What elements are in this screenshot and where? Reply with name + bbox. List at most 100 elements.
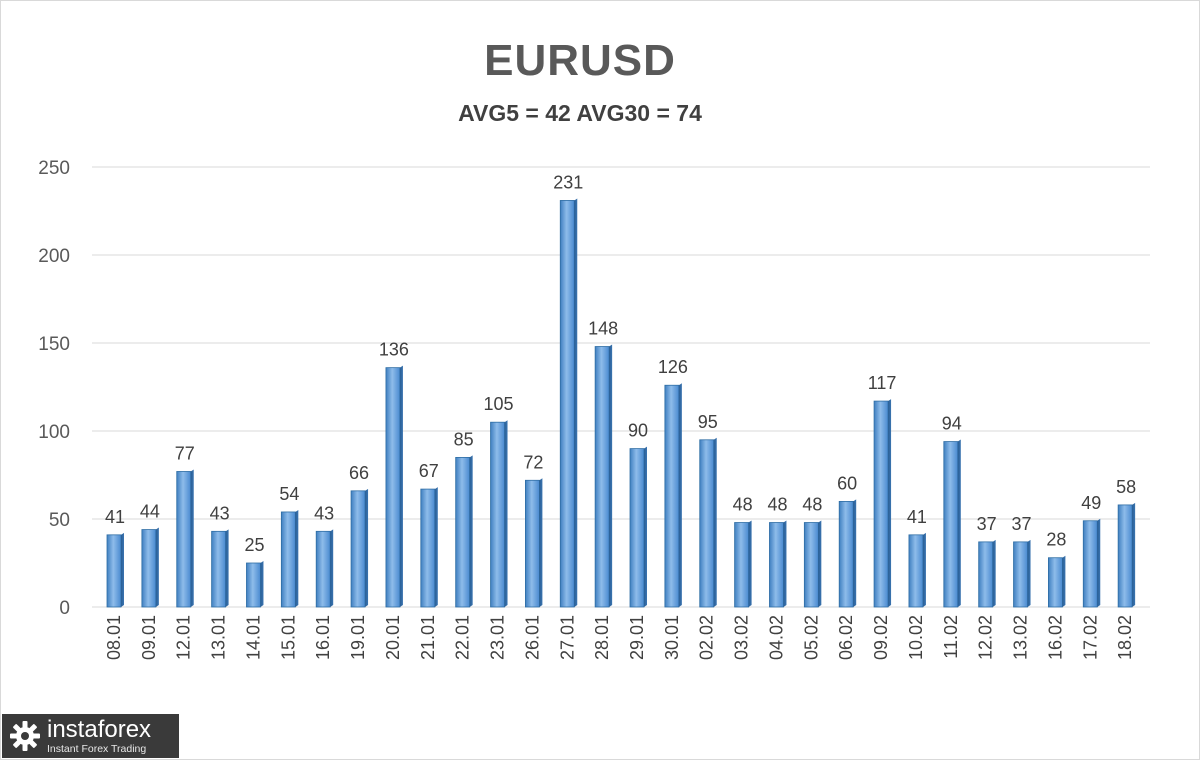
bar-side [1062, 555, 1066, 607]
bar-side [922, 532, 926, 607]
data-label: 41 [105, 507, 125, 527]
y-tick-label: 100 [38, 422, 70, 443]
bar-side [330, 529, 334, 607]
bar [315, 530, 331, 608]
data-label: 60 [837, 473, 857, 493]
x-tick-label: 28.01 [592, 615, 612, 660]
data-label: 48 [802, 495, 822, 515]
x-tick-label: 13.01 [209, 615, 229, 660]
x-tick-label: 16.02 [1045, 615, 1065, 660]
chart-title: EURUSD [484, 36, 676, 85]
gear-logo-icon [10, 721, 40, 751]
bar-side [1097, 518, 1101, 607]
x-tick-label: 14.01 [243, 615, 263, 660]
bars [106, 198, 1136, 608]
y-tick-label: 250 [38, 158, 70, 179]
bar [873, 400, 889, 608]
x-tick-label: 22.01 [453, 615, 473, 660]
data-label: 25 [244, 535, 264, 555]
x-tick-label: 13.02 [1011, 615, 1031, 660]
bar-side [539, 478, 543, 607]
bar [525, 479, 540, 608]
data-label: 44 [140, 502, 160, 522]
y-tick-label: 50 [49, 510, 70, 531]
bar-side [609, 344, 613, 607]
bar [908, 534, 924, 608]
bar-side [295, 509, 299, 607]
data-labels: 41 44 77 43 25 54 43 66 136 67 85 105 72 231 148 90 126 9… [105, 172, 1136, 555]
bar-side [818, 520, 822, 607]
x-tick-label: 30.01 [662, 615, 682, 660]
x-tick-label: 12.02 [976, 615, 996, 660]
bar-side [121, 532, 124, 607]
x-tick-label: 15.01 [278, 615, 298, 660]
x-tick-label: 21.01 [418, 615, 438, 660]
y-axis-ticks: 0 50 100 150 200 250 [38, 158, 70, 619]
data-label: 28 [1046, 530, 1066, 550]
bar-side [678, 383, 682, 607]
bar [559, 200, 575, 608]
data-label: 105 [484, 394, 514, 414]
bar [106, 534, 122, 608]
bar [838, 500, 854, 608]
data-label: 67 [419, 461, 439, 481]
bar-side [225, 529, 229, 607]
x-axis-ticks: 08.01 09.01 12.01 13.01 14.01 15.01 16.01 19.01… [104, 615, 1135, 660]
x-tick-label: 06.02 [836, 615, 856, 660]
x-tick-label: 27.01 [557, 615, 577, 660]
data-label: 126 [658, 357, 688, 377]
data-label: 94 [942, 414, 962, 434]
bar [1048, 557, 1063, 608]
bar-side [469, 455, 473, 607]
bar [734, 522, 749, 608]
bar [176, 471, 192, 608]
bar [1117, 504, 1133, 608]
x-tick-label: 10.02 [906, 615, 926, 660]
y-tick-label: 200 [38, 246, 70, 267]
bar-side [260, 561, 264, 607]
bar [246, 562, 261, 608]
bar-side [888, 399, 892, 607]
bar [211, 530, 227, 608]
y-tick-label: 0 [59, 598, 70, 619]
data-label: 148 [588, 319, 618, 339]
data-label: 90 [628, 421, 648, 441]
x-tick-label: 18.02 [1115, 615, 1135, 660]
bar [141, 529, 157, 608]
x-tick-label: 23.01 [488, 615, 508, 660]
bar-side [399, 365, 403, 607]
bar-side [365, 488, 369, 607]
x-tick-label: 09.02 [871, 615, 891, 660]
logo-name: instaforex [47, 715, 152, 743]
data-label: 48 [733, 495, 753, 515]
bar [629, 448, 645, 608]
instaforex-logo: instaforex Instant Forex Trading [2, 714, 179, 758]
data-label: 58 [1116, 477, 1136, 497]
x-tick-label: 09.01 [139, 615, 159, 660]
bar-side [434, 487, 438, 607]
data-label: 231 [553, 172, 583, 192]
chart-subtitle: AVG5 = 42 AVG30 = 74 [458, 100, 702, 126]
data-label: 54 [279, 484, 299, 504]
x-tick-label: 12.01 [174, 615, 194, 660]
x-tick-label: 16.01 [313, 615, 333, 660]
bar [455, 456, 471, 608]
bar [699, 439, 715, 608]
bar [350, 490, 366, 608]
bar [943, 441, 959, 608]
gridlines [92, 166, 1150, 608]
bar [664, 384, 680, 608]
logo-tagline: Instant Forex Trading [47, 742, 147, 755]
data-label: 43 [314, 503, 334, 523]
bar [594, 346, 610, 608]
bar-side [1132, 502, 1136, 607]
data-label: 48 [767, 495, 787, 515]
x-tick-label: 29.01 [627, 615, 647, 660]
data-label: 117 [868, 373, 897, 393]
bar-side [644, 446, 647, 607]
bar-side [155, 527, 159, 607]
data-label: 66 [349, 463, 369, 483]
x-tick-label: 20.01 [383, 615, 403, 660]
data-label: 136 [379, 340, 409, 360]
